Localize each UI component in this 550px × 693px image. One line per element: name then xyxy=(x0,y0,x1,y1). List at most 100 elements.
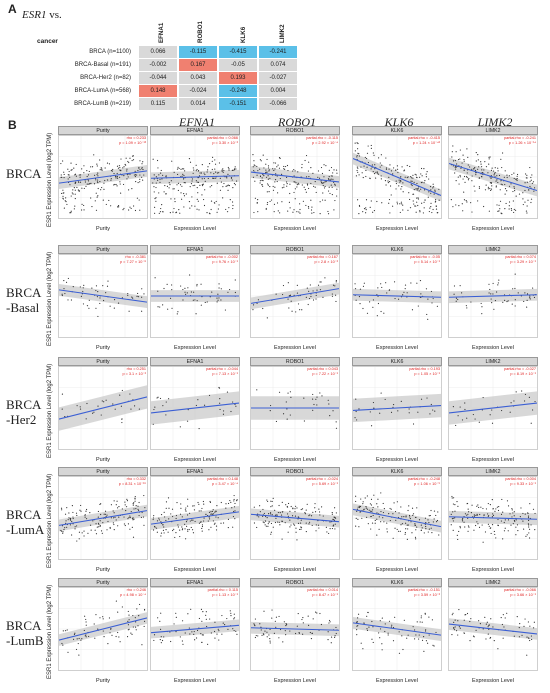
scatter-svg xyxy=(151,477,239,559)
data-point xyxy=(285,401,287,403)
data-point xyxy=(114,408,116,410)
x-axis-label: Expression Level xyxy=(274,345,316,351)
data-point xyxy=(135,508,137,510)
data-point xyxy=(83,284,85,286)
data-point xyxy=(421,527,423,529)
data-point xyxy=(469,640,471,642)
data-point xyxy=(320,623,322,626)
data-point xyxy=(512,512,514,514)
data-point xyxy=(124,524,126,527)
data-point xyxy=(284,168,286,170)
data-point xyxy=(468,526,470,528)
data-point xyxy=(277,210,279,212)
correlation-stat: rho = 0.233 p = 1.09 × 10⁻¹³ xyxy=(119,136,146,145)
data-point xyxy=(336,195,338,197)
data-point xyxy=(385,168,388,170)
data-point xyxy=(185,538,187,540)
data-point xyxy=(366,629,369,631)
data-point xyxy=(168,507,170,509)
data-point xyxy=(355,175,358,177)
data-point xyxy=(380,492,382,494)
data-point xyxy=(477,154,479,156)
data-point xyxy=(385,157,387,159)
data-point xyxy=(389,185,392,187)
data-point xyxy=(305,522,307,524)
facet-title: LIMK2 xyxy=(448,357,538,366)
data-point xyxy=(355,500,357,502)
data-point xyxy=(465,613,467,616)
data-point xyxy=(220,299,222,301)
data-point xyxy=(179,529,181,531)
data-point xyxy=(365,199,368,201)
data-point xyxy=(473,529,475,531)
data-point xyxy=(370,498,373,500)
panel-a-title-suffix: vs. xyxy=(46,9,62,21)
data-point xyxy=(420,181,423,184)
facet-title: Purity xyxy=(58,245,148,254)
data-point xyxy=(423,532,425,534)
scatter-plot: EFNA1 partial.rho = -0.044 p = 7.13 × 10⁻¹… xyxy=(150,357,240,464)
data-point xyxy=(259,159,261,161)
scatter-plot: KLK6 partial.rho = -0.05 p = 5.14 × 10⁻¹ Ex… xyxy=(352,245,442,352)
data-point xyxy=(315,611,317,613)
data-point xyxy=(173,207,175,210)
x-axis-label: Purity xyxy=(95,678,111,684)
data-point xyxy=(529,166,531,169)
data-point xyxy=(103,401,105,403)
data-point xyxy=(201,530,203,532)
data-point xyxy=(309,284,311,286)
data-point xyxy=(409,516,411,518)
data-point xyxy=(143,625,145,628)
data-point xyxy=(287,169,289,172)
data-point xyxy=(163,287,165,290)
data-point xyxy=(261,179,263,181)
data-point xyxy=(312,393,314,396)
data-point xyxy=(269,640,271,642)
data-point xyxy=(159,628,162,630)
data-point xyxy=(167,497,170,499)
data-point xyxy=(287,282,289,284)
data-point xyxy=(414,638,416,640)
data-point xyxy=(116,206,119,208)
data-point xyxy=(191,196,193,198)
data-point xyxy=(335,512,337,514)
data-point xyxy=(294,181,296,183)
data-point xyxy=(131,526,133,528)
data-point xyxy=(478,166,480,168)
data-point xyxy=(527,523,529,525)
data-point xyxy=(92,412,94,414)
data-point xyxy=(466,417,468,419)
data-point xyxy=(489,187,491,190)
data-point xyxy=(301,309,303,311)
data-point xyxy=(102,199,104,201)
data-point xyxy=(110,504,112,506)
data-point xyxy=(381,617,383,619)
data-point xyxy=(72,638,75,640)
data-point xyxy=(162,174,164,176)
regression-line xyxy=(59,289,147,303)
data-point xyxy=(431,619,433,621)
data-point xyxy=(328,619,331,621)
facet-title: LIMK2 xyxy=(448,126,538,135)
data-point xyxy=(216,633,218,635)
data-point xyxy=(170,198,172,200)
data-point xyxy=(319,392,321,394)
data-point xyxy=(335,169,338,171)
column-header-gene: LIMK2 xyxy=(477,115,513,129)
data-point xyxy=(118,206,120,208)
data-point xyxy=(295,311,297,313)
data-point xyxy=(268,170,270,172)
data-point xyxy=(355,410,357,413)
correlation-stat: partial.rho = 0.074 p = 3.29 × 10⁻¹ xyxy=(505,255,536,264)
data-point xyxy=(233,500,235,502)
data-point xyxy=(497,524,499,526)
data-point xyxy=(96,526,98,528)
table-header-gene: EFNA1 xyxy=(157,22,165,43)
data-point xyxy=(198,175,201,177)
data-point xyxy=(110,179,112,181)
data-point xyxy=(336,172,338,174)
data-point xyxy=(113,529,115,531)
data-point xyxy=(216,211,218,213)
data-point xyxy=(502,301,504,303)
data-point xyxy=(69,519,72,521)
